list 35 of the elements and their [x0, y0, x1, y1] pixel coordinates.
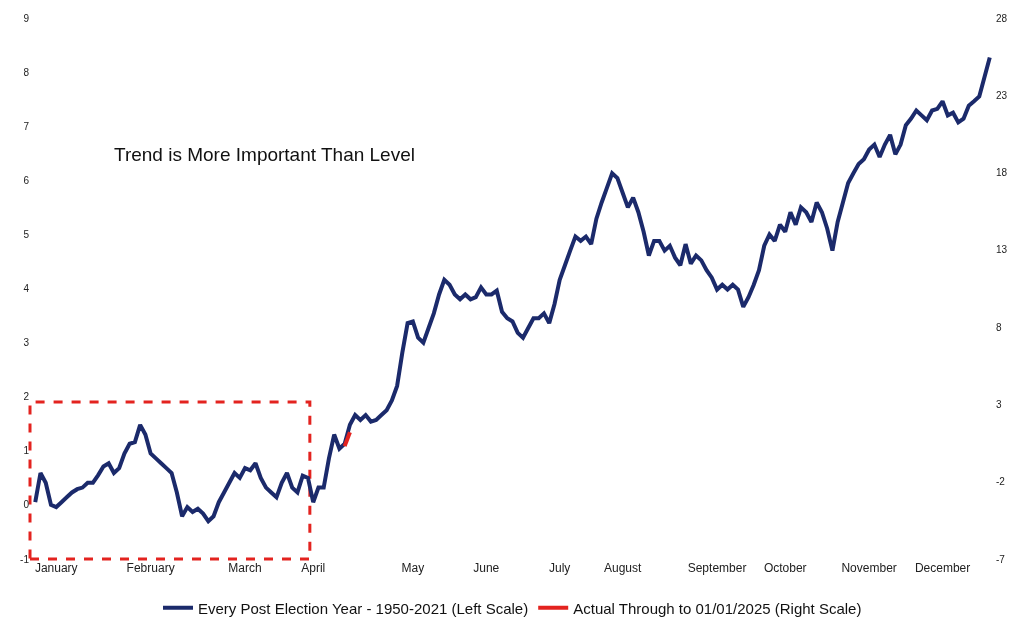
x-tick-label: September — [687, 561, 747, 575]
x-tick-label: July — [549, 561, 571, 575]
y2-tick-label: -2 — [996, 476, 1006, 488]
y2-tick-label: 28 — [996, 12, 1008, 24]
y-tick-label: 5 — [23, 228, 30, 240]
legend-label: Every Post Election Year - 1950-2021 (Left Scale) — [198, 599, 529, 617]
y2-tick-label: 23 — [996, 89, 1008, 101]
y2-tick-label: 3 — [996, 398, 1002, 410]
x-tick-label: November — [841, 561, 897, 575]
y-tick-label: 7 — [23, 120, 30, 132]
annotation: Trend is More Important Than Level — [114, 144, 415, 165]
y-tick-label: 6 — [23, 174, 30, 186]
y-tick-label: 9 — [23, 12, 30, 24]
y-tick-label: -1 — [20, 553, 30, 565]
x-tick-label: August — [603, 561, 642, 575]
x-tick-label: October — [763, 561, 807, 575]
y2-tick-label: 8 — [996, 321, 1002, 333]
y2-tick-label: 13 — [996, 244, 1008, 256]
x-tick-label: February — [126, 561, 175, 575]
x-tick-label: March — [228, 561, 262, 575]
y-tick-label: 4 — [23, 283, 30, 294]
x-tick-label: April — [301, 561, 326, 575]
y-tick-label: 8 — [23, 66, 30, 78]
x-tick-label: May — [401, 561, 425, 575]
x-tick-label: June — [473, 561, 500, 575]
x-tick-label: January — [34, 561, 78, 575]
y2-tick-label: -7 — [996, 553, 1006, 565]
line-series — [33, 55, 992, 524]
y-tick-label: 1 — [23, 445, 30, 457]
y-tick-label: 0 — [23, 499, 30, 511]
y2-tick-label: 18 — [996, 167, 1008, 179]
x-tick-label: December — [914, 561, 971, 575]
legend-label: Actual Through to 01/01/2025 (Right Scale) — [573, 599, 862, 617]
y-tick-label: 2 — [23, 391, 30, 403]
y-tick-label: 3 — [23, 337, 30, 349]
